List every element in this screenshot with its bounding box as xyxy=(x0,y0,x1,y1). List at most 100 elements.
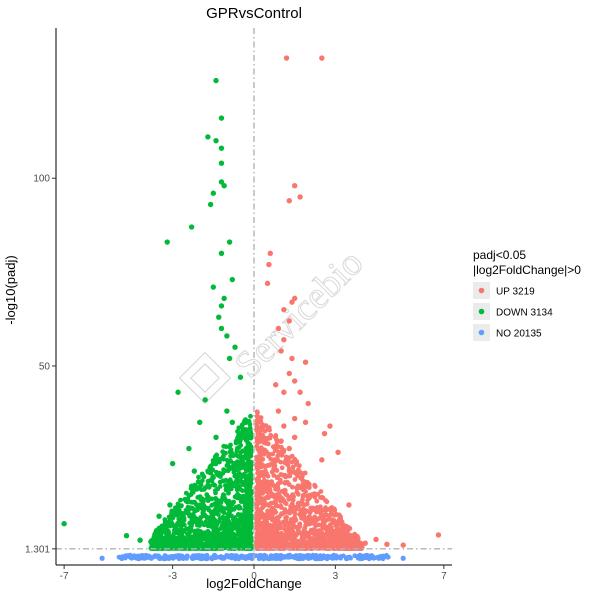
point-down xyxy=(213,137,219,144)
point-down xyxy=(229,419,236,426)
series-down xyxy=(61,77,254,551)
x-tick-label: -3 xyxy=(168,571,177,582)
point-down xyxy=(189,540,195,545)
point-down xyxy=(175,539,181,546)
point-up xyxy=(317,539,323,545)
point-up xyxy=(297,521,303,527)
point-up xyxy=(254,428,260,434)
point-up xyxy=(330,529,336,535)
point-down xyxy=(212,454,218,460)
point-down xyxy=(236,518,242,523)
point-up xyxy=(282,488,288,493)
point-down xyxy=(198,530,204,535)
point-down xyxy=(210,514,215,520)
point-down xyxy=(224,527,230,533)
point-up xyxy=(327,545,333,551)
point-down xyxy=(182,535,188,541)
point-up xyxy=(321,532,326,538)
point-up xyxy=(270,444,276,450)
point-down xyxy=(243,438,249,443)
point-up xyxy=(284,492,290,498)
point-up xyxy=(272,382,279,388)
y-tick-label: 100 xyxy=(33,174,50,185)
point-down xyxy=(218,474,223,479)
point-down xyxy=(218,115,225,121)
point-down xyxy=(197,419,203,426)
point-up xyxy=(285,543,291,549)
point-down xyxy=(213,488,218,493)
point-down xyxy=(209,496,215,502)
point-no xyxy=(224,553,229,559)
point-down xyxy=(164,523,169,529)
point-down xyxy=(186,533,192,539)
point-down xyxy=(202,512,208,518)
point-up xyxy=(291,434,298,441)
point-down xyxy=(240,527,245,532)
point-no xyxy=(201,555,207,561)
point-down xyxy=(246,475,252,481)
point-up xyxy=(283,534,288,539)
point-down xyxy=(231,542,237,548)
point-up xyxy=(265,441,271,447)
point-up xyxy=(319,55,325,61)
point-down xyxy=(206,507,212,513)
point-down xyxy=(226,239,233,245)
point-up xyxy=(264,280,271,287)
point-down xyxy=(217,518,222,524)
point-down xyxy=(192,528,198,534)
legend: padj<0.05 |log2FoldChange|>0 UP 3219 DOWN… xyxy=(473,248,581,341)
point-up xyxy=(354,533,360,540)
point-up xyxy=(275,325,282,332)
point-up xyxy=(281,389,287,395)
point-down xyxy=(205,134,211,140)
point-down xyxy=(245,428,251,434)
point-no xyxy=(274,553,280,559)
point-up xyxy=(288,470,293,475)
point-down xyxy=(232,515,238,520)
point-up xyxy=(255,410,260,415)
point-down xyxy=(152,532,158,537)
point-down xyxy=(186,544,192,549)
point-down xyxy=(228,507,234,512)
point-up xyxy=(362,540,368,546)
point-down xyxy=(224,483,230,489)
point-up xyxy=(274,439,280,445)
point-down xyxy=(220,530,226,536)
point-down xyxy=(220,515,226,521)
point-down xyxy=(175,389,181,395)
point-up xyxy=(283,474,288,480)
point-down xyxy=(216,541,221,547)
point-up xyxy=(343,530,349,536)
point-up xyxy=(255,431,261,437)
point-no xyxy=(331,555,337,560)
point-up xyxy=(281,306,287,313)
point-up xyxy=(327,522,333,528)
point-down xyxy=(218,160,225,166)
point-no xyxy=(146,553,151,559)
point-no xyxy=(240,555,245,561)
point-down xyxy=(248,413,253,419)
point-up xyxy=(315,533,321,539)
point-down xyxy=(235,527,240,533)
point-up xyxy=(326,526,332,532)
point-up xyxy=(290,492,295,497)
point-down xyxy=(232,473,238,479)
point-up xyxy=(256,477,261,483)
point-up xyxy=(325,538,331,544)
point-down xyxy=(228,485,234,491)
point-down xyxy=(248,450,253,456)
point-down xyxy=(164,539,170,545)
point-up xyxy=(270,451,276,457)
point-down xyxy=(195,507,200,513)
point-no xyxy=(297,553,303,558)
point-down xyxy=(238,442,244,448)
series-up xyxy=(254,55,442,551)
point-up xyxy=(291,295,298,302)
point-up xyxy=(306,533,312,539)
point-up xyxy=(302,528,307,534)
point-up xyxy=(300,477,306,483)
point-up xyxy=(297,530,303,536)
point-down xyxy=(244,535,249,540)
point-no xyxy=(163,556,168,562)
point-no xyxy=(205,556,210,561)
